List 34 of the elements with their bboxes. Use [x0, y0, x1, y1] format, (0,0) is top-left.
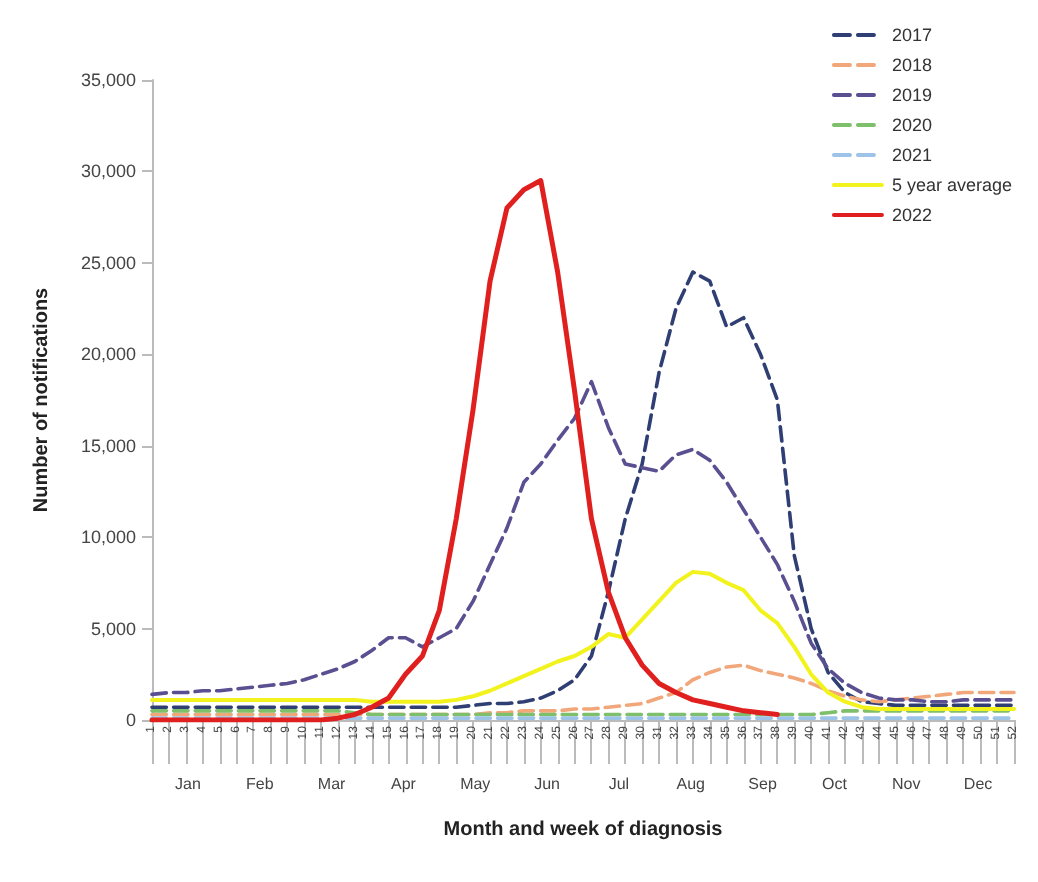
text: Jul	[608, 775, 630, 793]
y-tick-label: 10,000	[80, 527, 136, 548]
legend-label: 5 year average	[891, 175, 1013, 195]
text: Mar	[317, 775, 347, 793]
text: Feb	[245, 775, 275, 793]
y-tick-label: 35,000	[80, 70, 136, 90]
text: Sep	[748, 775, 778, 793]
text: May	[460, 775, 491, 793]
legend-label: 2020	[891, 115, 932, 135]
y-tick-label: 20,000	[80, 344, 136, 365]
text: Nov	[892, 775, 921, 793]
y-tick-label: 25,000	[80, 252, 136, 273]
legend-label: 2019	[891, 85, 932, 105]
legend-label: 2021	[891, 145, 932, 165]
text: Apr	[390, 775, 417, 793]
text: Jun	[534, 775, 560, 793]
line-series	[150, 270, 1016, 709]
text: Aug	[676, 775, 705, 793]
text: Dec	[963, 775, 993, 793]
x-axis-title: Month and week of diagnosis	[443, 819, 724, 841]
legend-label: 2017	[891, 25, 932, 45]
y-tick-label: 5,000	[90, 618, 136, 639]
legend-label: 2022	[891, 205, 932, 225]
text: Oct	[821, 775, 849, 793]
y-axis-title: Number of notifications	[31, 286, 53, 513]
y-tick-label: 0	[125, 710, 136, 730]
line-series	[150, 569, 1016, 712]
line-series	[149, 178, 780, 723]
line-series	[150, 379, 1016, 704]
line-series	[150, 663, 1016, 717]
legend-label: 2018	[891, 55, 932, 75]
y-tick-label: 15,000	[80, 435, 136, 456]
y-tick-label: 30,000	[80, 161, 136, 182]
text: Jan	[175, 775, 201, 793]
